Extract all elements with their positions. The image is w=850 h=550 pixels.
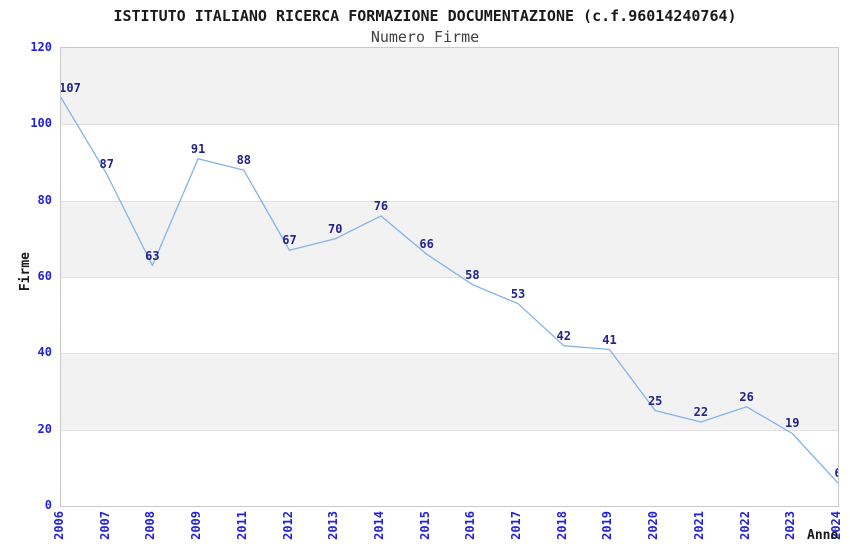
y-tick-label: 80	[37, 192, 52, 207]
data-point-label: 26	[739, 389, 754, 404]
x-tick-label: 2008	[143, 511, 158, 540]
data-point-label: 87	[99, 156, 114, 171]
data-point-label: 67	[282, 233, 297, 248]
x-tick-label: 2016	[463, 511, 478, 540]
background-band	[61, 200, 838, 277]
data-point-label: 41	[602, 332, 617, 347]
x-tick-label: 2020	[646, 511, 661, 540]
background-band	[61, 124, 838, 201]
background-band	[61, 277, 838, 354]
data-point-label: 25	[647, 393, 663, 408]
x-tick-label: 2011	[234, 511, 249, 540]
background-band	[61, 429, 838, 506]
x-tick-label: 2015	[417, 511, 432, 540]
gridline	[61, 429, 838, 431]
data-point-label: 22	[693, 405, 709, 420]
data-point-label: 58	[465, 267, 480, 282]
x-tick-label: 2023	[783, 511, 798, 540]
chart-title: ISTITUTO ITALIANO RICERCA FORMAZIONE DOC…	[113, 7, 737, 25]
background-band	[61, 353, 838, 430]
data-point-label: 53	[510, 286, 526, 301]
y-tick-label: 20	[37, 421, 52, 436]
x-tick-label: 2021	[691, 511, 706, 540]
data-point-label: 6	[834, 466, 838, 480]
data-point-label: 66	[419, 237, 434, 252]
x-tick-label: 2022	[737, 511, 752, 540]
y-tick-label: 0	[44, 498, 52, 512]
y-tick-label: 40	[37, 345, 52, 360]
x-axis-title: Anno	[807, 528, 839, 543]
data-point-label: 19	[785, 416, 800, 431]
data-point-label: 70	[328, 221, 343, 236]
data-point-label: 42	[556, 328, 571, 343]
x-tick-label: 2012	[280, 511, 295, 540]
y-tick-label: 60	[37, 269, 52, 283]
x-tick-label: 2009	[189, 511, 204, 540]
data-point-label: 63	[145, 248, 160, 263]
line-series-svg	[61, 96, 838, 484]
x-tick-label: 2019	[600, 511, 615, 540]
y-axis-title: Firme	[18, 252, 33, 292]
value-labels-layer: 107 87 63 91 88 67 70 76 66 58 53 42 41 25 22 26 19 6	[61, 48, 838, 506]
gridline	[61, 353, 838, 355]
line-series	[61, 96, 838, 484]
y-tick-label: 120	[30, 40, 52, 54]
x-tick-label: 2013	[326, 511, 341, 540]
gridline	[61, 200, 838, 202]
data-point-label: 91	[190, 141, 206, 156]
chart-subtitle: Numero Firme	[370, 28, 480, 46]
x-tick-label: 2017	[509, 511, 524, 540]
plot-area: 107 87 63 91 88 67 70 76 66 58 53 42 41 25 22 26 19 6	[60, 47, 839, 507]
data-point-label: 107	[61, 80, 81, 95]
x-tick-label: 2018	[554, 511, 569, 540]
gridline	[61, 124, 838, 126]
x-tick-label: 2007	[97, 511, 112, 540]
data-point-label: 76	[373, 198, 389, 213]
x-tick-label: 2006	[52, 511, 66, 540]
y-tick-label: 100	[30, 116, 52, 131]
gridline	[61, 277, 838, 278]
background-band	[61, 48, 838, 125]
x-tick-label: 2014	[371, 511, 386, 540]
data-point-label: 88	[236, 153, 252, 168]
